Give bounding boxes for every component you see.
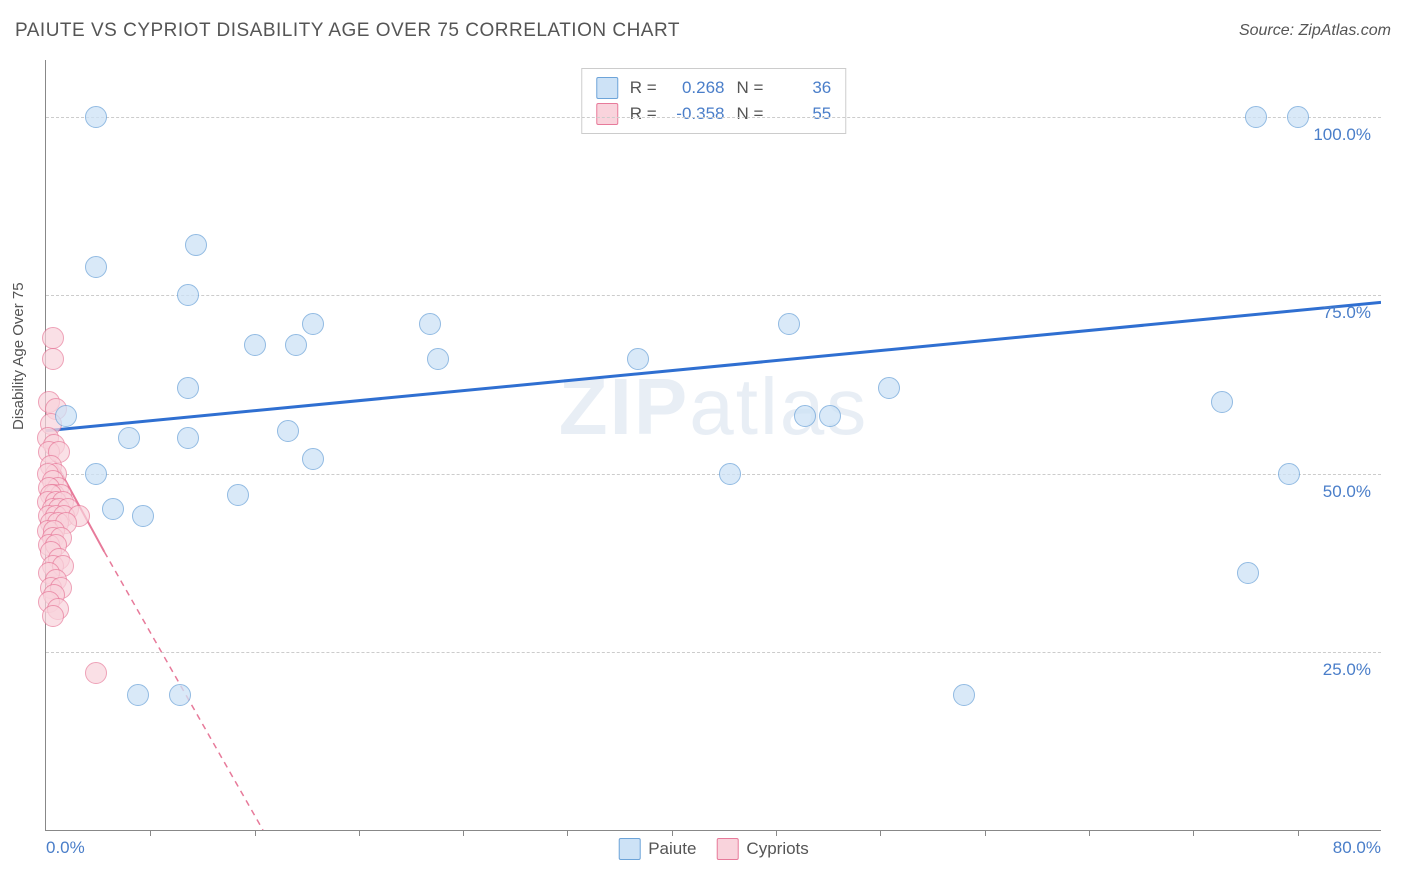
- data-point-paiute: [302, 448, 324, 470]
- x-tick: [985, 830, 986, 836]
- correlation-row-cypriots: R = -0.358 N = 55: [596, 101, 831, 127]
- watermark: ZIPatlas: [559, 361, 868, 453]
- chart-header: PAIUTE VS CYPRIOT DISABILITY AGE OVER 75…: [15, 20, 1391, 42]
- data-point-paiute: [244, 334, 266, 356]
- data-point-paiute: [627, 348, 649, 370]
- data-point-paiute: [419, 313, 441, 335]
- x-tick: [672, 830, 673, 836]
- data-point-paiute: [1211, 391, 1233, 413]
- data-point-paiute: [285, 334, 307, 356]
- x-tick: [463, 830, 464, 836]
- data-point-paiute: [1287, 106, 1309, 128]
- y-tick-label: 50.0%: [1323, 482, 1371, 502]
- data-point-paiute: [719, 463, 741, 485]
- correlation-row-paiute: R = 0.268 N = 36: [596, 75, 831, 101]
- data-point-paiute: [118, 427, 140, 449]
- data-point-paiute: [55, 405, 77, 427]
- y-tick-label: 25.0%: [1323, 660, 1371, 680]
- legend-item-cypriots: Cypriots: [716, 838, 808, 860]
- x-tick: [880, 830, 881, 836]
- data-point-paiute: [132, 505, 154, 527]
- data-point-paiute: [1278, 463, 1300, 485]
- x-tick: [776, 830, 777, 836]
- plot-area: ZIPatlas R = 0.268 N = 36 R = -0.358 N =…: [45, 60, 1381, 831]
- data-point-paiute: [85, 463, 107, 485]
- data-point-paiute: [127, 684, 149, 706]
- data-point-paiute: [1245, 106, 1267, 128]
- legend-item-paiute: Paiute: [618, 838, 696, 860]
- gridline: [46, 474, 1381, 475]
- r-value-cypriots: -0.358: [665, 104, 725, 124]
- data-point-paiute: [227, 484, 249, 506]
- data-point-paiute: [85, 256, 107, 278]
- data-point-paiute: [177, 284, 199, 306]
- data-point-cypriots: [85, 662, 107, 684]
- gridline: [46, 117, 1381, 118]
- chart-source: Source: ZipAtlas.com: [1239, 22, 1391, 40]
- x-tick-label-min: 0.0%: [46, 838, 85, 858]
- data-point-paiute: [169, 684, 191, 706]
- x-tick: [567, 830, 568, 836]
- data-point-paiute: [819, 405, 841, 427]
- r-value-paiute: 0.268: [665, 78, 725, 98]
- data-point-cypriots: [42, 605, 64, 627]
- y-tick-label: 100.0%: [1313, 125, 1371, 145]
- swatch-paiute-icon: [618, 838, 640, 860]
- data-point-paiute: [177, 427, 199, 449]
- series-legend: Paiute Cypriots: [618, 838, 809, 860]
- x-tick: [255, 830, 256, 836]
- data-point-paiute: [185, 234, 207, 256]
- gridline: [46, 295, 1381, 296]
- gridline: [46, 652, 1381, 653]
- data-point-paiute: [794, 405, 816, 427]
- n-value-cypriots: 55: [771, 104, 831, 124]
- swatch-paiute-icon: [596, 77, 618, 99]
- data-point-paiute: [102, 498, 124, 520]
- data-point-cypriots: [42, 327, 64, 349]
- x-tick-label-max: 80.0%: [1333, 838, 1381, 858]
- x-tick: [359, 830, 360, 836]
- x-tick: [1193, 830, 1194, 836]
- data-point-cypriots: [42, 348, 64, 370]
- data-point-paiute: [1237, 562, 1259, 584]
- data-point-paiute: [177, 377, 199, 399]
- y-tick-label: 75.0%: [1323, 303, 1371, 323]
- x-tick: [1089, 830, 1090, 836]
- swatch-cypriots-icon: [596, 103, 618, 125]
- chart-title: PAIUTE VS CYPRIOT DISABILITY AGE OVER 75…: [15, 20, 680, 42]
- trend-lines: [46, 60, 1381, 830]
- data-point-paiute: [277, 420, 299, 442]
- data-point-paiute: [878, 377, 900, 399]
- data-point-paiute: [302, 313, 324, 335]
- correlation-legend: R = 0.268 N = 36 R = -0.358 N = 55: [581, 68, 846, 134]
- swatch-cypriots-icon: [716, 838, 738, 860]
- x-tick: [150, 830, 151, 836]
- data-point-paiute: [778, 313, 800, 335]
- data-point-paiute: [85, 106, 107, 128]
- legend-label-paiute: Paiute: [648, 839, 696, 859]
- n-value-paiute: 36: [771, 78, 831, 98]
- legend-label-cypriots: Cypriots: [746, 839, 808, 859]
- x-tick: [1298, 830, 1299, 836]
- y-axis-label: Disability Age Over 75: [10, 282, 27, 430]
- data-point-paiute: [953, 684, 975, 706]
- data-point-paiute: [427, 348, 449, 370]
